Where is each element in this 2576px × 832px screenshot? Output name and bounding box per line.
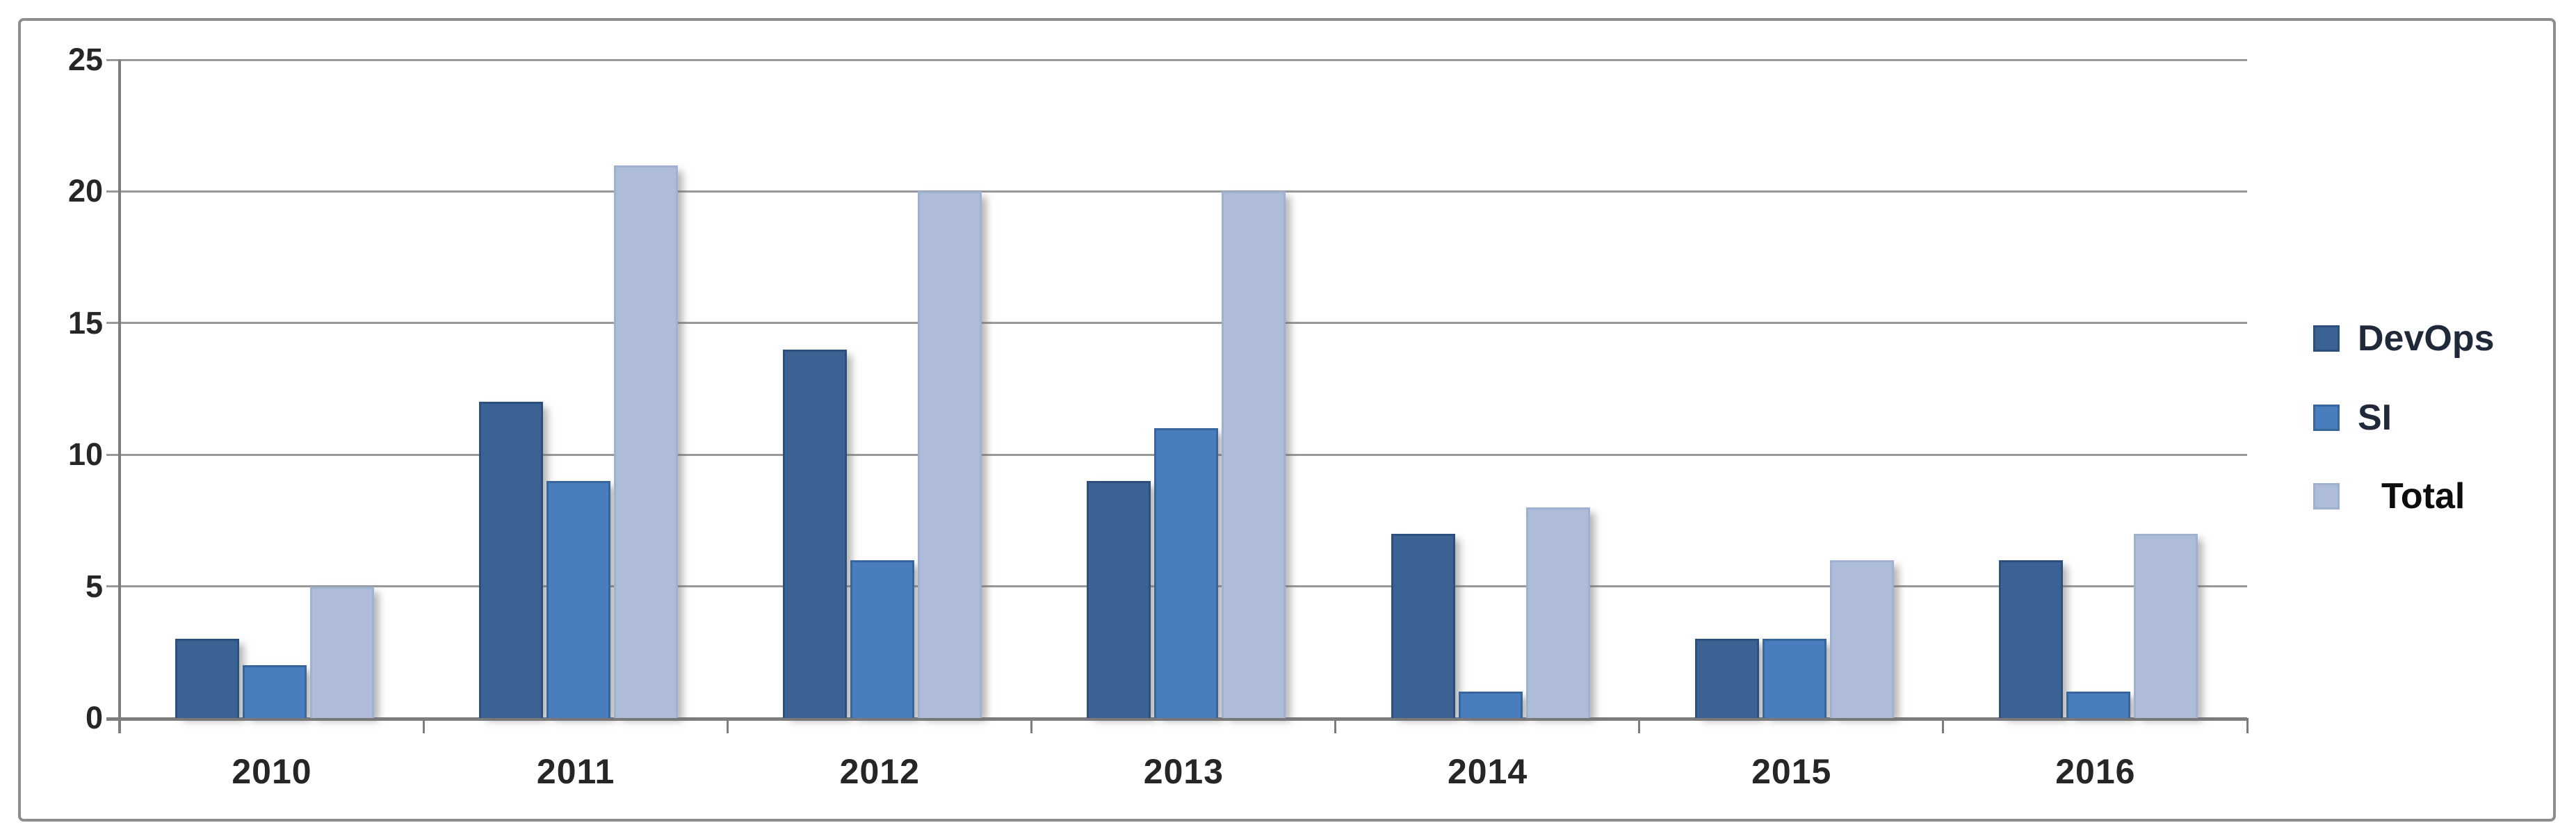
bar-devops-2015 — [1694, 639, 1759, 718]
bar-devops-2016 — [1998, 560, 2063, 718]
plot-area: 25 20 15 10 5 0 2010 2011 2012 2013 2014 2015 2016 — [68, 42, 2249, 791]
y-tick-label-25: 25 — [67, 42, 103, 77]
x-axis-tick — [1638, 718, 1641, 733]
legend-item-total: Total — [2313, 476, 2465, 516]
gridline-25 — [106, 58, 2247, 61]
bar-devops-2014 — [1391, 534, 1455, 718]
gridline-20 — [106, 190, 2247, 193]
bar-si-2015 — [1762, 639, 1826, 718]
bar-total-2012 — [918, 191, 982, 718]
x-tick-label-2014: 2014 — [1447, 752, 1528, 791]
legend-item-devops: DevOps — [2313, 318, 2495, 359]
bar-si-2012 — [850, 560, 915, 718]
bar-si-2010 — [243, 665, 307, 718]
x-tick-label-2012: 2012 — [839, 752, 920, 791]
legend-label-si: SI — [2358, 398, 2392, 438]
x-axis-tick — [118, 718, 121, 733]
bar-total-2015 — [1829, 560, 1894, 718]
bar-devops-2013 — [1087, 481, 1151, 718]
bar-si-2013 — [1154, 428, 1219, 718]
x-tick-label-2010: 2010 — [232, 752, 312, 791]
legend-label-devops: DevOps — [2358, 318, 2495, 359]
x-tick-label-2011: 2011 — [536, 752, 615, 791]
bar-total-2010 — [310, 587, 374, 718]
gridline-0 — [106, 717, 2247, 721]
legend-swatch-total — [2313, 483, 2340, 509]
legend: DevOps SI Total — [2313, 21, 2553, 819]
bar-si-2014 — [1458, 692, 1523, 718]
legend-swatch-si — [2313, 405, 2340, 431]
gridline-15 — [106, 322, 2247, 325]
x-axis-tick — [422, 718, 425, 733]
x-axis-tick — [1942, 718, 1945, 733]
y-tick-label-5: 5 — [85, 568, 103, 604]
y-tick-label-15: 15 — [67, 304, 103, 341]
x-tick-label-2015: 2015 — [1751, 752, 1832, 791]
legend-swatch-devops — [2313, 325, 2340, 352]
bar-si-2011 — [546, 481, 611, 718]
x-axis-tick — [1334, 718, 1337, 733]
x-axis-tick — [2246, 718, 2249, 733]
y-tick-label-0: 0 — [85, 700, 103, 735]
x-tick-label-2016: 2016 — [2055, 752, 2136, 791]
bar-devops-2010 — [175, 639, 239, 718]
legend-label-total: Total — [2381, 476, 2465, 516]
x-axis-tick — [726, 718, 729, 733]
bar-si-2016 — [2066, 692, 2130, 718]
legend-item-si: SI — [2313, 398, 2392, 438]
bar-devops-2012 — [783, 350, 848, 718]
bar-total-2014 — [1525, 507, 1590, 718]
bar-total-2013 — [1222, 191, 1286, 718]
bar-total-2016 — [2133, 534, 2198, 718]
bar-devops-2011 — [479, 402, 544, 718]
bar-total-2011 — [614, 165, 679, 718]
y-tick-label-10: 10 — [67, 437, 103, 473]
x-axis-tick — [1030, 718, 1032, 733]
y-tick-label-20: 20 — [67, 173, 103, 209]
x-tick-label-2013: 2013 — [1143, 752, 1224, 791]
chart-border-frame: 25 20 15 10 5 0 2010 2011 2012 2013 2014 2015 2016 D… — [18, 18, 2556, 822]
y-axis-line — [118, 60, 121, 733]
